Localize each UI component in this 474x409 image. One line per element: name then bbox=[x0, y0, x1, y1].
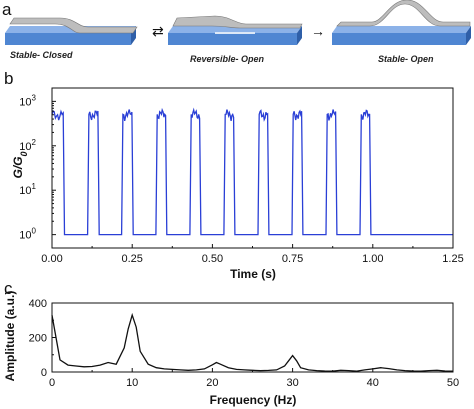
panel-c-ytick-label: 0 bbox=[41, 367, 47, 379]
caption-stable-open: Stable- Open bbox=[378, 54, 434, 64]
panel-b-plot: 0.00 0.25 0.50 0.75 1.00 1.25 100 101 102 103 bbox=[19, 87, 464, 265]
panel-b-ylabel-base: G/G bbox=[11, 157, 25, 179]
device3-wire bbox=[336, 0, 471, 27]
device-stable-closed bbox=[5, 17, 138, 45]
conductance-trace bbox=[51, 107, 453, 236]
panel-c-label: c bbox=[4, 279, 13, 298]
panel-b-ytick-label: 103 bbox=[19, 93, 36, 108]
panel-b-frame bbox=[51, 87, 454, 249]
panel-b: b 0.00 0.25 0.50 0.75 1.00 1.25 100 101 102 103 G… bbox=[4, 69, 464, 281]
panel-b-xtick-label: 0.25 bbox=[121, 253, 142, 265]
panel-b-label: b bbox=[4, 69, 13, 88]
panel-b-ytick-label: 101 bbox=[19, 182, 36, 197]
panel-b-xtick-label: 1.25 bbox=[442, 253, 463, 265]
panel-c-ytick-label: 200 bbox=[29, 333, 47, 345]
panel-a-label: a bbox=[2, 0, 12, 19]
panel-c-frame bbox=[51, 302, 454, 373]
panel-c-plot: 0 10 20 30 40 50 0 200 400 bbox=[29, 298, 459, 389]
panel-b-xtick-label: 0.00 bbox=[41, 253, 62, 265]
panel-c-ylabel: Amplitude (a.u.) bbox=[3, 291, 17, 382]
caption-reversible-open: Reversible- Open bbox=[190, 54, 265, 64]
device-reversible-open bbox=[168, 15, 303, 45]
panel-c-xtick-label: 30 bbox=[286, 377, 298, 389]
panel-c: c 0 10 20 30 40 50 0 200 400 Amplitude (a.u.) Fr… bbox=[3, 279, 459, 407]
panel-b-xtick-label: 1.00 bbox=[362, 253, 383, 265]
device3-substrate-front bbox=[332, 33, 466, 45]
panel-c-xtick-label: 0 bbox=[49, 377, 55, 389]
device2-wire bbox=[172, 15, 303, 29]
amplitude-spectrum-line bbox=[51, 312, 454, 372]
device-stable-open bbox=[332, 0, 471, 45]
panel-c-xtick-label: 10 bbox=[126, 377, 138, 389]
device3-substrate-top bbox=[332, 26, 471, 33]
panel-c-xlabel: Frequency (Hz) bbox=[210, 393, 297, 407]
panel-a: a Stable- Closed ⇄ Reversible- Open → S bbox=[2, 0, 471, 64]
panel-b-xlabel: Time (s) bbox=[230, 267, 276, 281]
forward-arrow-icon: → bbox=[311, 23, 325, 39]
device2-substrate-front bbox=[168, 33, 297, 45]
panel-b-ylabel: G/G0 bbox=[11, 151, 29, 178]
panel-b-ytick-label: 102 bbox=[19, 138, 36, 153]
device2-gap bbox=[215, 32, 255, 34]
device1-wire bbox=[9, 17, 138, 34]
panel-b-ylabel-sub: 0 bbox=[19, 151, 29, 156]
panel-c-xtick-label: 40 bbox=[367, 377, 379, 389]
device2-substrate-side bbox=[297, 26, 302, 45]
reversible-arrow-icon: ⇄ bbox=[152, 23, 164, 39]
panel-b-xtick-label: 0.50 bbox=[202, 253, 223, 265]
panel-c-xtick-label: 20 bbox=[206, 377, 218, 389]
device3-substrate-side bbox=[466, 26, 471, 45]
device1-substrate-front bbox=[5, 33, 131, 45]
panel-b-ytick-label: 100 bbox=[19, 227, 36, 242]
panel-c-xtick-label: 50 bbox=[447, 377, 459, 389]
panel-b-xtick-label: 0.75 bbox=[282, 253, 303, 265]
panel-c-ytick-label: 400 bbox=[29, 298, 47, 310]
caption-stable-closed: Stable- Closed bbox=[10, 50, 73, 60]
